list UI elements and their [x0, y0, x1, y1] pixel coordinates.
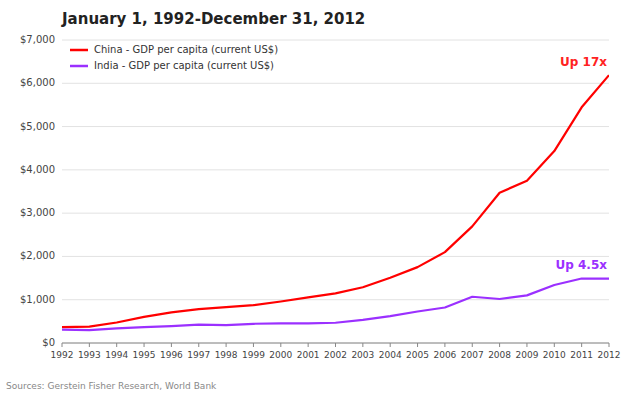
legend-swatch	[70, 65, 88, 68]
x-tick-label: 2000	[269, 350, 292, 360]
series-line	[62, 279, 609, 331]
legend-label: China - GDP per capita (current US$)	[94, 44, 278, 55]
x-tick-label: 1999	[242, 350, 265, 360]
x-tick	[62, 343, 63, 347]
source: Sources: Gerstein Fisher Research, World…	[6, 381, 217, 391]
grid-line	[62, 40, 609, 41]
y-tick-label: $4,000	[20, 164, 55, 175]
x-tick-label: 2004	[379, 350, 402, 360]
x-tick-label: 1998	[215, 350, 238, 360]
x-tick	[609, 343, 610, 347]
x-tick-label: 2012	[598, 350, 621, 360]
x-tick-label: 2006	[433, 350, 456, 360]
x-tick	[226, 343, 227, 347]
y-tick-label: $3,000	[20, 207, 55, 218]
grid-line	[62, 169, 609, 170]
grid	[62, 40, 609, 343]
x-tick	[472, 343, 473, 347]
grid-line	[62, 213, 609, 214]
x-tick	[89, 343, 90, 347]
y-tick-label: $0	[42, 337, 55, 348]
x-tick	[198, 343, 199, 347]
grid-line	[62, 83, 609, 84]
x-tick-label: 2005	[406, 350, 429, 360]
grid-line	[62, 299, 609, 300]
x-tick-label: 1993	[78, 350, 101, 360]
x-tick-label: 1997	[187, 350, 210, 360]
x-tick	[362, 343, 363, 347]
annotation: Up 4.5x	[555, 258, 607, 272]
x-tick	[390, 343, 391, 347]
x-tick	[499, 343, 500, 347]
x-tick	[417, 343, 418, 347]
legend-swatch	[70, 49, 88, 52]
lines	[62, 75, 609, 330]
x-tick-label: 2008	[488, 350, 511, 360]
x-tick	[171, 343, 172, 347]
x-tick-label: 1996	[160, 350, 183, 360]
y-tick-label: $1,000	[20, 294, 55, 305]
x-tick	[144, 343, 145, 347]
series-line	[62, 75, 609, 327]
y-tick-label: $6,000	[20, 77, 55, 88]
x-tick-label: 1994	[105, 350, 128, 360]
y-tick-label: $2,000	[20, 250, 55, 261]
x-tick-label: 2011	[570, 350, 593, 360]
x-tick	[280, 343, 281, 347]
x-tick-label: 1995	[133, 350, 156, 360]
x-tick-label: 2001	[297, 350, 320, 360]
x-tick-label: 2003	[351, 350, 374, 360]
legend-label: India - GDP per capita (current US$)	[94, 60, 274, 71]
x-tick	[444, 343, 445, 347]
x-tick	[116, 343, 117, 347]
x-tick	[554, 343, 555, 347]
x-tick-label: 2007	[461, 350, 484, 360]
grid-line	[62, 256, 609, 257]
x-tick-label: 2010	[543, 350, 566, 360]
y-tick-label: $5,000	[20, 121, 55, 132]
x-tick-label: 2009	[515, 350, 538, 360]
legend: China - GDP per capita (current US$) Indi…	[70, 44, 278, 71]
y-tick-label: $7,000	[20, 34, 55, 45]
title: January 1, 1992-December 31, 2012	[61, 10, 365, 28]
x-tick	[526, 343, 527, 347]
x-tick	[253, 343, 254, 347]
x-tick	[308, 343, 309, 347]
annotation: Up 17x	[560, 55, 607, 69]
x-tick	[581, 343, 582, 347]
chart: January 1, 1992-December 31, 2012 $0 $1,00…	[0, 0, 627, 395]
x-tick-label: 1992	[51, 350, 74, 360]
x-tick	[335, 343, 336, 347]
grid-line	[62, 126, 609, 127]
x-tick-label: 2002	[324, 350, 347, 360]
